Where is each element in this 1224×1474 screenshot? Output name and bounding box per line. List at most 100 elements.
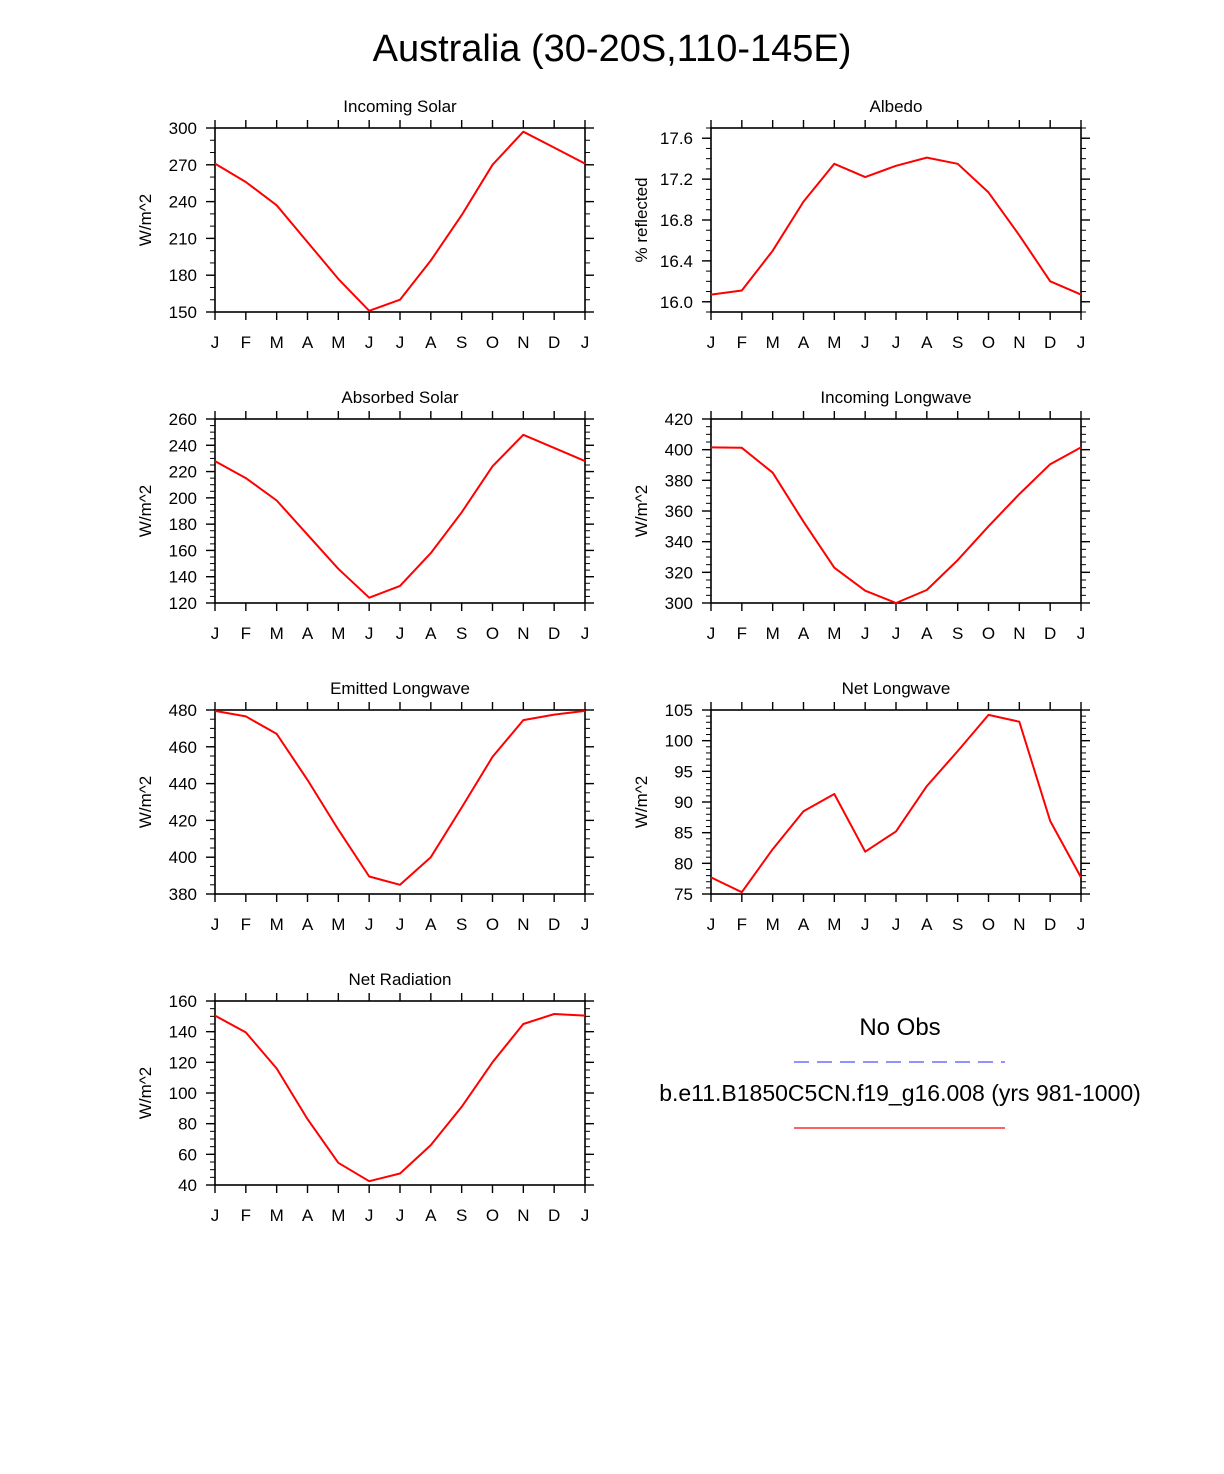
x-tick-label: F (737, 624, 747, 643)
y-tick-label: 90 (674, 793, 693, 812)
x-tick-label: S (456, 915, 467, 934)
x-tick-label: A (302, 624, 314, 643)
plot-frame (710, 418, 1082, 604)
chart-title: Incoming Longwave (820, 388, 971, 407)
x-tick-label: J (211, 624, 220, 643)
x-tick-label: J (365, 1206, 374, 1225)
y-tick-label: 160 (169, 992, 197, 1011)
y-tick-label: 40 (178, 1176, 197, 1195)
plot-frame (214, 127, 586, 313)
y-tick-label: 16.0 (660, 293, 693, 312)
y-axis-label: W/m^2 (632, 776, 651, 828)
y-tick-label: 120 (169, 1053, 197, 1072)
y-tick-label: 100 (169, 1084, 197, 1103)
x-tick-label: J (1077, 624, 1086, 643)
series-line (214, 709, 586, 886)
y-tick-label: 16.4 (660, 252, 693, 271)
x-tick-label: J (396, 1206, 405, 1225)
x-tick-label: D (548, 915, 560, 934)
x-tick-label: O (486, 915, 499, 934)
x-tick-label: J (211, 915, 220, 934)
y-tick-label: 150 (169, 303, 197, 322)
y-tick-label: 100 (665, 732, 693, 751)
x-tick-label: D (548, 624, 560, 643)
y-tick-label: 260 (169, 410, 197, 429)
x-tick-label: N (517, 333, 529, 352)
x-tick-label: M (766, 333, 780, 352)
x-tick-label: D (1044, 333, 1056, 352)
plot-frame (214, 709, 586, 895)
x-tick-label: M (331, 1206, 345, 1225)
y-tick-label: 380 (665, 471, 693, 490)
series-line (214, 130, 586, 312)
x-tick-label: M (827, 624, 841, 643)
x-tick-label: J (1077, 915, 1086, 934)
x-tick-label: J (861, 915, 870, 934)
y-axis-label: W/m^2 (136, 194, 155, 246)
x-tick-label: J (365, 333, 374, 352)
x-tick-label: A (798, 915, 810, 934)
x-tick-label: A (798, 333, 810, 352)
x-tick-label: F (241, 915, 251, 934)
x-tick-label: M (766, 624, 780, 643)
x-tick-label: F (241, 1206, 251, 1225)
x-tick-label: F (737, 333, 747, 352)
x-tick-label: A (425, 624, 437, 643)
x-tick-label: N (1013, 915, 1025, 934)
x-tick-label: M (270, 915, 284, 934)
y-axis-label: W/m^2 (136, 776, 155, 828)
x-tick-label: F (737, 915, 747, 934)
plot-frame (214, 418, 586, 604)
x-tick-label: J (581, 1206, 590, 1225)
x-tick-label: S (952, 333, 963, 352)
x-tick-label: J (581, 333, 590, 352)
x-tick-label: O (486, 333, 499, 352)
x-tick-label: D (548, 1206, 560, 1225)
series-line (710, 446, 1082, 604)
x-tick-label: A (425, 915, 437, 934)
x-tick-label: J (861, 333, 870, 352)
x-tick-label: N (1013, 333, 1025, 352)
y-tick-label: 120 (169, 594, 197, 613)
x-tick-label: J (707, 333, 716, 352)
x-tick-label: S (952, 624, 963, 643)
x-tick-label: A (921, 624, 933, 643)
x-tick-label: A (921, 333, 933, 352)
y-tick-label: 17.2 (660, 170, 693, 189)
x-tick-label: D (548, 333, 560, 352)
x-tick-label: M (270, 333, 284, 352)
y-tick-label: 300 (665, 594, 693, 613)
y-tick-label: 270 (169, 156, 197, 175)
y-tick-label: 200 (169, 489, 197, 508)
x-tick-label: J (892, 624, 901, 643)
y-tick-label: 210 (169, 229, 197, 248)
y-tick-label: 220 (169, 463, 197, 482)
y-tick-label: 420 (169, 811, 197, 830)
x-tick-label: N (517, 624, 529, 643)
y-tick-label: 420 (665, 410, 693, 429)
x-tick-label: S (952, 915, 963, 934)
y-tick-label: 340 (665, 533, 693, 552)
y-tick-label: 75 (674, 885, 693, 904)
y-tick-label: 360 (665, 502, 693, 521)
x-tick-label: A (302, 1206, 314, 1225)
x-tick-label: J (707, 915, 716, 934)
y-tick-label: 17.6 (660, 129, 693, 148)
y-tick-label: 460 (169, 738, 197, 757)
plot-frame (214, 1000, 586, 1186)
chart-title: Emitted Longwave (330, 679, 470, 698)
series-line (710, 713, 1082, 894)
x-tick-label: J (581, 624, 590, 643)
x-tick-label: J (211, 333, 220, 352)
x-tick-label: J (396, 915, 405, 934)
x-tick-label: M (827, 333, 841, 352)
chart-title: Absorbed Solar (341, 388, 459, 407)
y-tick-label: 160 (169, 541, 197, 560)
figure-title: Australia (30-20S,110-145E) (372, 28, 852, 70)
x-tick-label: M (331, 333, 345, 352)
